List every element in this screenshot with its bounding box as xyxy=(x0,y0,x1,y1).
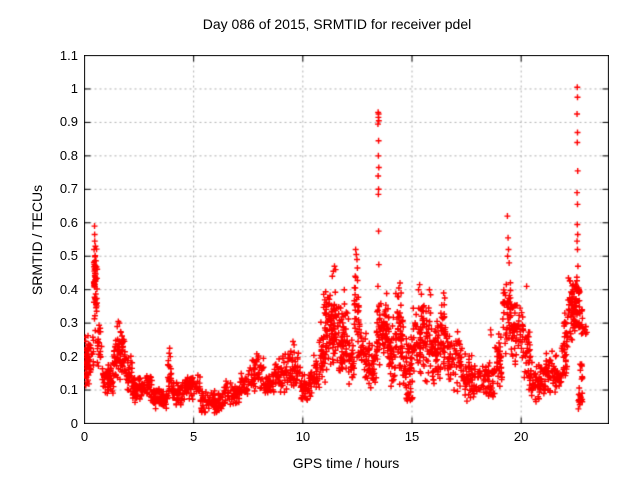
y-tick-label: 0.1 xyxy=(59,382,78,398)
y-tick-label: 0.7 xyxy=(59,181,78,197)
x-tick-label: 5 xyxy=(190,429,198,444)
x-tick-label: 10 xyxy=(295,429,311,444)
x-tick-label: 0 xyxy=(80,429,89,444)
y-tick-label: 0.3 xyxy=(59,315,78,331)
y-tick-label: 0.9 xyxy=(59,114,78,130)
y-tick-label: 1 xyxy=(70,80,78,96)
y-tick-label: 0 xyxy=(70,415,78,431)
x-axis-title: GPS time / hours xyxy=(292,455,400,471)
y-tick-label: 0.4 xyxy=(59,281,78,297)
plot-area xyxy=(84,55,609,424)
y-tick-label: 0.6 xyxy=(59,214,78,230)
x-tick-label: 15 xyxy=(404,429,420,444)
y-axis-title: SRMTID / TECUs xyxy=(29,184,45,296)
y-tick-label: 0.8 xyxy=(59,147,78,163)
chart-title: Day 086 of 2015, SRMTID for receiver pde… xyxy=(202,16,472,32)
x-tick-label: 20 xyxy=(513,429,529,444)
y-tick-label: 0.5 xyxy=(59,248,78,264)
y-tick-label: 1.1 xyxy=(59,47,78,63)
y-tick-label: 0.2 xyxy=(59,348,78,364)
